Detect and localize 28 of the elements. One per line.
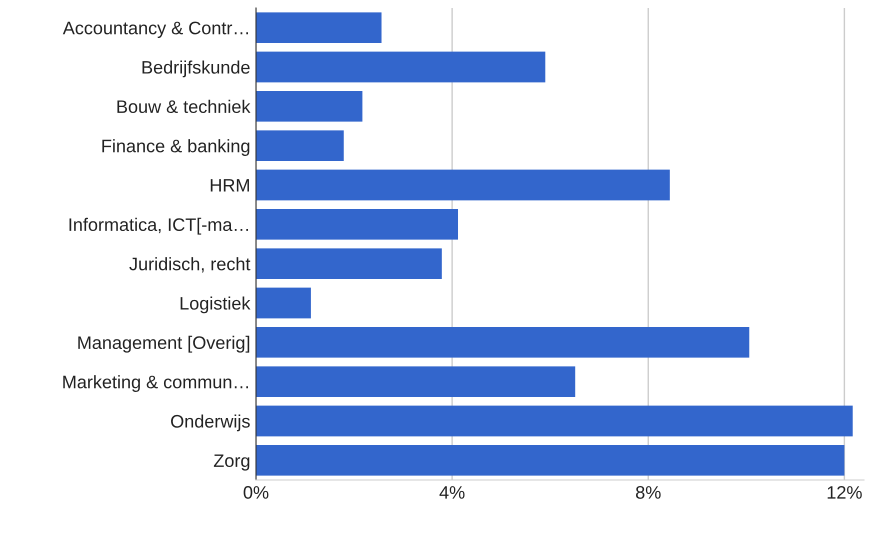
bar xyxy=(256,208,458,240)
y-tick-label: Informatica, ICT[-ma… xyxy=(70,218,248,235)
bar xyxy=(256,170,670,200)
y-tick-label: Bedrijfskunde xyxy=(142,60,250,78)
x-tick-label: 4% xyxy=(439,486,465,499)
bar xyxy=(256,326,750,358)
bar xyxy=(256,406,853,436)
y-tick-label: Finance & banking xyxy=(102,139,250,156)
bar xyxy=(256,130,344,162)
bar xyxy=(256,52,546,82)
y-tick-label: Marketing & commun… xyxy=(63,375,248,392)
x-tick-label: 12% xyxy=(828,486,862,499)
y-tick-label: Zorg xyxy=(214,454,250,471)
x-tick-label: 8% xyxy=(636,486,661,499)
bar xyxy=(256,444,844,476)
y-tick-label: Onderwijs xyxy=(171,414,250,432)
bar xyxy=(256,366,576,398)
x-tick-label: 0% xyxy=(244,486,268,499)
bar xyxy=(256,288,311,318)
bar xyxy=(256,90,362,122)
y-tick-label: Logistiek xyxy=(180,296,250,314)
bar xyxy=(256,12,382,44)
y-tick-label: Management [Overig] xyxy=(78,336,250,353)
bar xyxy=(256,248,442,280)
y-tick-label: Bouw & techniek xyxy=(117,100,250,114)
y-tick-label: Juridisch, recht xyxy=(129,257,250,273)
y-tick-label: HRM xyxy=(210,179,249,192)
y-tick-label: Accountancy & Contr… xyxy=(62,22,248,38)
